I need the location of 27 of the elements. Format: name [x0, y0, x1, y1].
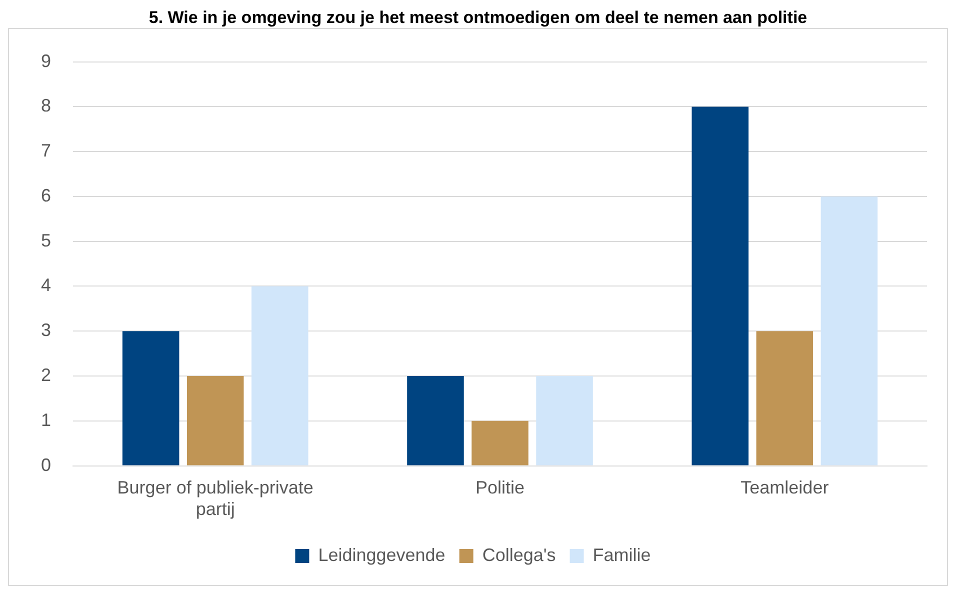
y-tick-label: 6 [40, 185, 52, 206]
y-tick-label: 5 [40, 230, 52, 250]
y-tick-label: 7 [40, 140, 52, 161]
y-tick-label: 1 [40, 410, 52, 430]
bar [472, 420, 528, 466]
bar [122, 331, 180, 466]
bar [820, 196, 878, 466]
bar [251, 286, 308, 466]
y-tick-label: 9 [40, 50, 52, 71]
category-label: Burger of publiek-private [117, 478, 314, 498]
y-tick-label: 4 [40, 275, 52, 296]
y-tick-label: 8 [40, 96, 52, 116]
bar [186, 376, 244, 466]
legend-label: Leidinggevende [318, 544, 446, 565]
bar [536, 376, 593, 466]
legend-label: Collega's [482, 544, 556, 565]
legend-label: Familie [592, 544, 651, 565]
x-tick-label: Teamleider [740, 478, 829, 498]
x-tick-label: Politie [475, 478, 525, 498]
bar [692, 106, 749, 466]
y-tick-label: 3 [40, 320, 52, 340]
y-tick-label: 2 [40, 364, 52, 385]
chart-title: 5. Wie in je omgeving zou je het meest ontmoedigen om deel te nemen aan politie [148, 8, 808, 28]
bar [407, 376, 464, 466]
category-label: partij [196, 499, 235, 520]
y-tick-label: 0 [40, 454, 52, 475]
bar [756, 331, 814, 466]
